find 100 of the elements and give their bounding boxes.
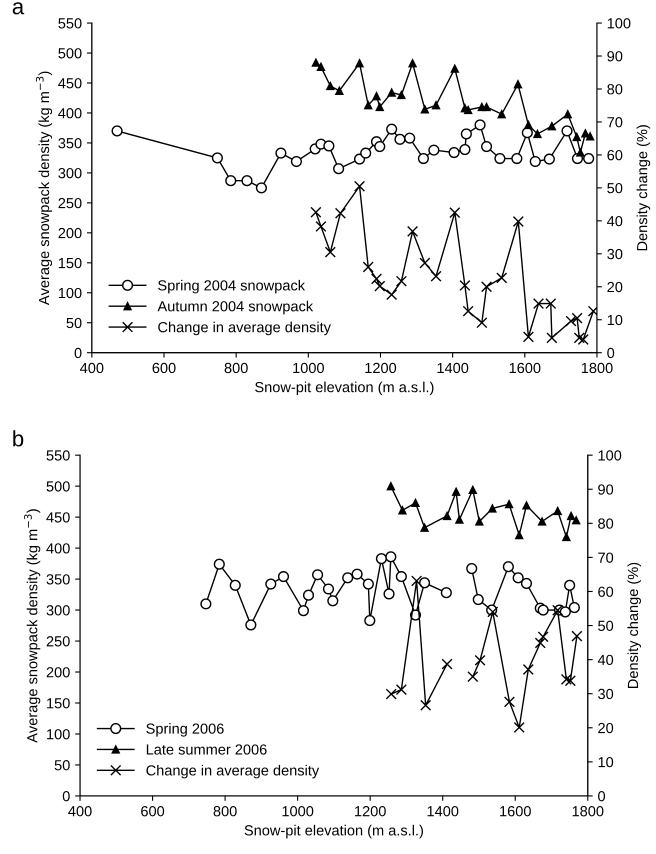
x-tick-label: 1000	[293, 362, 324, 374]
point	[440, 587, 452, 598]
y-tick-label: 50	[54, 760, 70, 770]
y-tick-label: 400	[58, 108, 82, 118]
point	[419, 577, 430, 588]
legend-label: Change in average density	[158, 322, 331, 336]
point	[572, 312, 583, 324]
x-tick-label: 1200	[365, 362, 396, 374]
point	[256, 182, 267, 194]
point	[530, 156, 541, 168]
point	[482, 102, 491, 112]
point	[230, 580, 241, 591]
point	[522, 331, 534, 342]
point	[362, 578, 374, 590]
point	[333, 163, 344, 174]
point	[511, 152, 522, 164]
point	[450, 64, 459, 73]
point	[586, 132, 594, 141]
point	[316, 62, 326, 71]
point	[372, 92, 381, 100]
y2-tick-label: 100	[608, 18, 630, 28]
point	[385, 551, 396, 562]
point	[468, 486, 477, 494]
point	[352, 568, 363, 580]
x-tick-label: 1800	[572, 806, 604, 816]
point	[448, 146, 460, 158]
y2-tick-label: 20	[607, 282, 622, 292]
chart-title: a	[12, 2, 24, 14]
y-tick-label: 250	[58, 198, 82, 208]
point	[442, 658, 453, 670]
point	[360, 148, 372, 159]
point	[520, 578, 532, 589]
point	[386, 688, 397, 700]
point	[324, 246, 336, 258]
y2-tick-label: 0	[607, 348, 614, 358]
legend-label: Late summer 2006	[146, 744, 267, 755]
point	[475, 517, 484, 526]
point	[428, 144, 440, 156]
x-tick-label: 1200	[355, 806, 386, 816]
point	[420, 105, 430, 114]
y2-axis-title: Density change (%)	[636, 125, 650, 250]
y-tick-label: 150	[58, 258, 82, 268]
point	[386, 124, 398, 135]
point	[225, 175, 236, 186]
y2-tick-label: 80	[598, 518, 614, 529]
point	[462, 306, 474, 317]
point	[560, 674, 572, 685]
point	[522, 501, 531, 510]
point	[512, 216, 524, 228]
point	[265, 578, 276, 590]
x-tick-label: 600	[152, 362, 176, 374]
y2-tick-label: 50	[598, 620, 614, 631]
point	[376, 102, 384, 112]
point	[561, 125, 573, 136]
y-tick-label: 550	[46, 450, 70, 461]
point	[354, 180, 366, 192]
point	[571, 630, 582, 642]
y-tick-label: 500	[58, 48, 82, 58]
point	[245, 619, 256, 630]
point	[564, 110, 572, 118]
point	[212, 152, 223, 164]
y2-tick-label: 30	[598, 688, 614, 700]
y-tick-label: 150	[47, 698, 70, 708]
point	[538, 631, 549, 642]
point	[278, 571, 290, 582]
point	[578, 334, 589, 346]
point	[370, 273, 382, 284]
point	[449, 207, 460, 218]
y2-tick-label: 10	[608, 314, 622, 326]
y2-tick-label: 40	[598, 654, 614, 666]
y2-tick-label: 20	[598, 722, 614, 734]
point	[394, 134, 406, 145]
point	[404, 132, 416, 144]
point	[514, 80, 522, 88]
point	[323, 140, 334, 152]
point	[576, 148, 585, 157]
point	[464, 106, 472, 114]
point	[474, 119, 486, 131]
legend-label: Change in average density	[146, 764, 320, 778]
point	[522, 127, 533, 138]
point	[560, 606, 571, 618]
point	[396, 276, 407, 287]
point	[481, 281, 492, 292]
y-tick-label: 250	[46, 636, 70, 646]
y-tick-label: 350	[46, 574, 70, 585]
point	[460, 128, 472, 140]
y-axis-title: Average snowpack density (kg m$^{−3}$)	[36, 72, 52, 306]
point	[522, 664, 534, 676]
point	[467, 671, 478, 682]
point	[419, 257, 430, 269]
point	[386, 482, 396, 490]
y-tick-label: 450	[58, 78, 82, 88]
point	[504, 500, 514, 508]
point	[565, 316, 577, 327]
point	[214, 558, 225, 570]
point	[488, 504, 497, 513]
point	[562, 532, 571, 542]
y-tick-label: 200	[46, 667, 70, 678]
y-tick-label: 100	[58, 288, 82, 298]
x-axis-title: Snow-pit elevation (m a.s.l.)	[244, 824, 423, 838]
